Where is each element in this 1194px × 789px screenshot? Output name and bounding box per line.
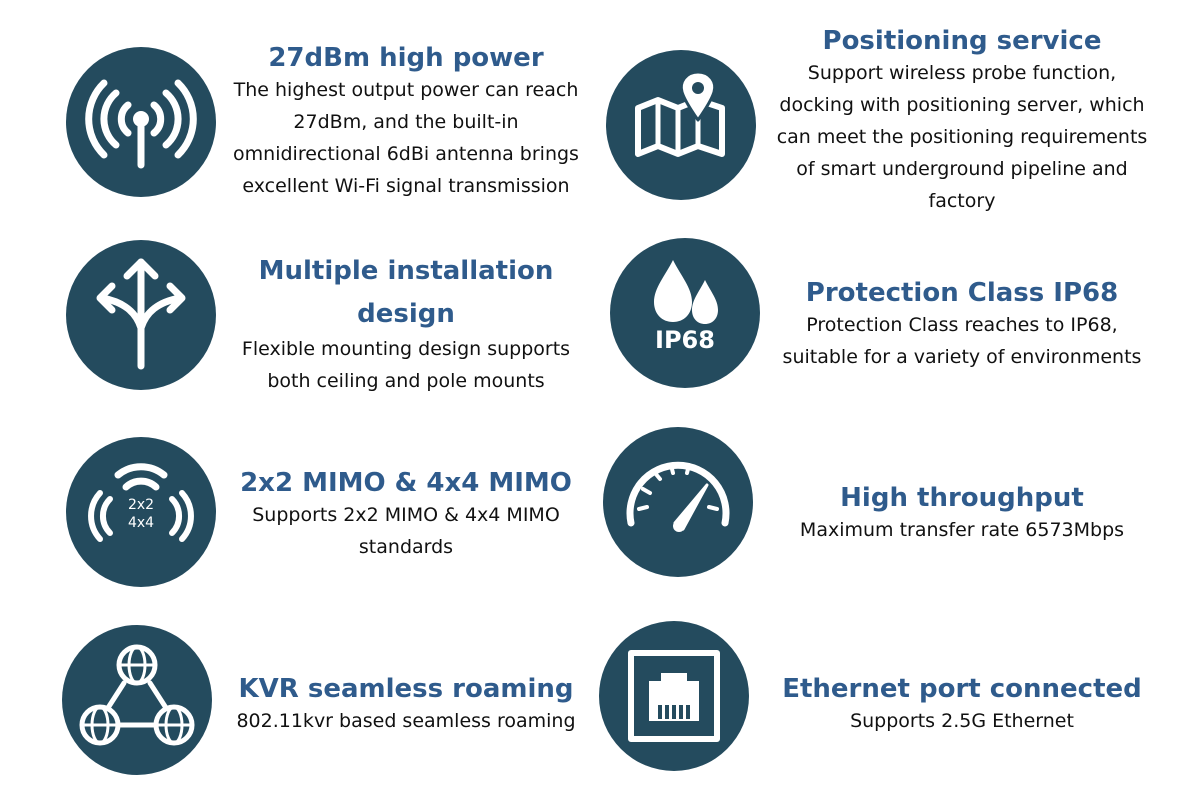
feature-description: Flexible mounting design supports both c… [241,338,571,392]
feature-positioning: Positioning service Support wireless pro… [760,20,1164,217]
feature-description: The highest output power can reach 27dBm… [233,79,579,197]
feature-description: Support wireless probe function, docking… [776,62,1148,212]
feature-title: High throughput [840,483,1084,513]
map-location-pin-icon [606,50,756,200]
feature-ethernet: Ethernet port connected Supports 2.5G Et… [760,668,1164,737]
mimo-signal-icon: 2x2 4x4 [66,437,216,587]
feature-roaming: KVR seamless roaming 802.11kvr based sea… [215,668,597,737]
feature-installation: Multiple installation design Flexible mo… [215,250,597,397]
feature-throughput: High throughput Maximum transfer rate 65… [760,477,1164,546]
feature-title: KVR seamless roaming [238,674,574,704]
feature-power: 27dBm high power The highest output powe… [215,37,597,202]
feature-title: Positioning service [822,26,1102,56]
feature-title: 2x2 MIMO & 4x4 MIMO [240,468,572,498]
roaming-network-icon [62,625,212,775]
mimo-label-2x2: 2x2 [127,497,155,513]
feature-mimo: 2x2 MIMO & 4x4 MIMO Supports 2x2 MIMO & … [215,462,597,563]
ethernet-port-icon [599,621,749,771]
feature-title: Protection Class IP68 [805,278,1119,308]
feature-protection: Protection Class IP68 Protection Class r… [760,272,1164,373]
feature-description: Protection Class reaches to IP68, suitab… [782,314,1142,368]
feature-description: Supports 2x2 MIMO & 4x4 MIMO standards [252,504,560,558]
feature-description: Supports 2.5G Ethernet [850,710,1074,732]
speedometer-icon [603,427,753,577]
feature-description: Maximum transfer rate 6573Mbps [799,519,1125,541]
mimo-label-4x4: 4x4 [127,515,155,531]
water-drops-icon: IP68 [610,238,760,388]
feature-title: Ethernet port connected [782,674,1142,704]
feature-title: 27dBm high power [268,43,544,73]
split-arrows-icon [66,240,216,390]
feature-description: 802.11kvr based seamless roaming [236,710,576,732]
antenna-signal-icon [66,47,216,197]
feature-title: Multiple installation design [258,256,554,329]
ip68-label: IP68 [655,326,715,354]
